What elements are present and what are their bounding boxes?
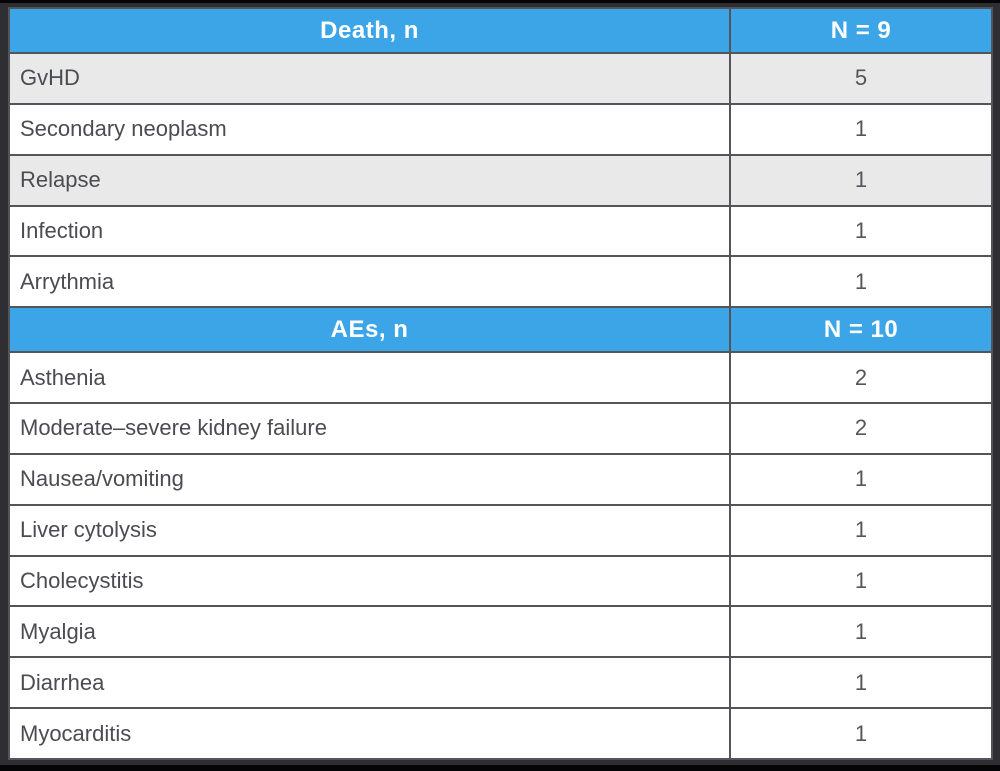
row-value: 1 [854, 568, 868, 594]
death-and-aes-table: Death, n N = 9 GvHD 5 Secondary neoplasm… [8, 7, 993, 760]
row-value: 2 [854, 415, 868, 441]
table-row-asthenia: Asthenia 2 [10, 353, 991, 405]
row-label: Asthenia [10, 353, 732, 403]
row-label: GvHD [10, 54, 732, 103]
aes-header-label: AEs, n [10, 308, 732, 352]
row-label: Myalgia [10, 607, 732, 657]
row-value: 5 [731, 54, 991, 103]
row-label: Diarrhea [10, 658, 732, 708]
table-row-diarrhea: Diarrhea 1 [10, 658, 991, 710]
death-header-count: N = 9 [830, 16, 892, 44]
table-row-nausea-vomiting: Nausea/vomiting 1 [10, 454, 991, 506]
aes-header-count: N = 10 [823, 315, 899, 343]
row-value: 1 [854, 720, 868, 746]
table-row-liver-cytolysis: Liver cytolysis 1 [10, 505, 991, 557]
row-value: 1 [854, 517, 868, 543]
row-value: 1 [731, 155, 991, 205]
table-row-myalgia: Myalgia 1 [10, 607, 991, 659]
row-label: Moderate–severe kidney failure [10, 404, 732, 453]
row-value: 1 [854, 268, 868, 294]
death-section-header-row: Death, n N = 9 [10, 9, 991, 54]
row-value: 1 [854, 466, 868, 492]
row-label: Cholecystitis [10, 556, 732, 606]
aes-section-header-row: AEs, n N = 10 [10, 308, 991, 354]
row-value: 1 [854, 669, 868, 695]
table-row-cholecystitis: Cholecystitis 1 [10, 556, 991, 608]
row-label: Infection [10, 206, 732, 256]
row-label: Secondary neoplasm [10, 104, 732, 154]
table-row-kidney-failure: Moderate–severe kidney failure 2 [10, 404, 991, 455]
table-row-myocarditis: Myocarditis 1 [10, 709, 991, 758]
table-row-arrythmia: Arrythmia 1 [10, 257, 991, 309]
row-label: Liver cytolysis [10, 505, 732, 555]
table-row-secondary-neoplasm: Secondary neoplasm 1 [10, 104, 991, 156]
table-row-infection: Infection 1 [10, 206, 991, 258]
row-value: 1 [854, 618, 868, 644]
row-value: 1 [854, 217, 868, 243]
row-value: 1 [854, 116, 868, 142]
table-row-gvhd: GvHD 5 [10, 54, 991, 105]
row-label: Relapse [10, 155, 732, 205]
row-value: 2 [854, 364, 868, 390]
row-label: Nausea/vomiting [10, 454, 732, 504]
death-header-label: Death, n [10, 9, 732, 52]
table-row-relapse: Relapse 1 [10, 155, 991, 207]
row-label: Myocarditis [10, 709, 732, 758]
row-label: Arrythmia [10, 257, 732, 307]
